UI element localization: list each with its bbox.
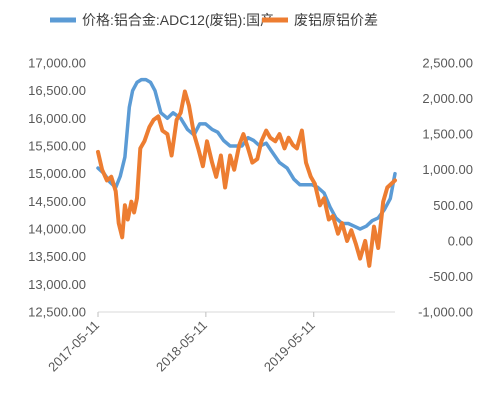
right-y-axis: -1,000.00 -500.00 0.00 500.00 1,000.00 1,500.… — [418, 56, 473, 320]
left-tick-label: 13,500.00 — [28, 249, 86, 264]
left-tick-label: 16,000.00 — [28, 111, 86, 126]
right-tick-label: -500.00 — [429, 269, 473, 284]
series-line-2 — [96, 89, 397, 268]
right-tick-label: 2,500.00 — [422, 56, 473, 71]
legend-label-2: 废铝原铝价差 — [294, 12, 378, 28]
left-tick-label: 14,000.00 — [28, 222, 86, 237]
right-tick-label: 0.00 — [448, 233, 473, 248]
right-tick-label: -1,000.00 — [418, 305, 473, 320]
right-tick-label: 1,000.00 — [422, 162, 473, 177]
plot-area — [96, 77, 397, 268]
left-tick-label: 14,500.00 — [28, 194, 86, 209]
left-tick-label: 15,500.00 — [28, 139, 86, 154]
left-tick-label: 12,500.00 — [28, 305, 86, 320]
left-tick-label: 15,000.00 — [28, 166, 86, 181]
x-tick-label: 2019-05-11 — [261, 318, 318, 375]
x-tick-label: 2017-05-11 — [45, 318, 102, 375]
right-tick-label: 500.00 — [433, 198, 473, 213]
right-tick-label: 2,000.00 — [422, 91, 473, 106]
legend: 价格:铝合金:ADC12(废铝):国产 废铝原铝价差 — [50, 12, 378, 28]
left-tick-label: 16,500.00 — [28, 83, 86, 98]
series-line-1 — [96, 77, 397, 231]
legend-label-1: 价格:铝合金:ADC12(废铝):国产 — [82, 12, 274, 28]
x-tick-label: 2018-05-11 — [153, 318, 210, 375]
right-tick-label: 1,500.00 — [422, 127, 473, 142]
x-axis: 2017-05-11 2018-05-11 2019-05-11 — [45, 311, 395, 375]
left-y-axis: 12,500.00 13,000.00 13,500.00 14,000.00 14,5… — [28, 56, 86, 320]
left-tick-label: 13,000.00 — [28, 277, 86, 292]
left-tick-label: 17,000.00 — [28, 56, 86, 71]
